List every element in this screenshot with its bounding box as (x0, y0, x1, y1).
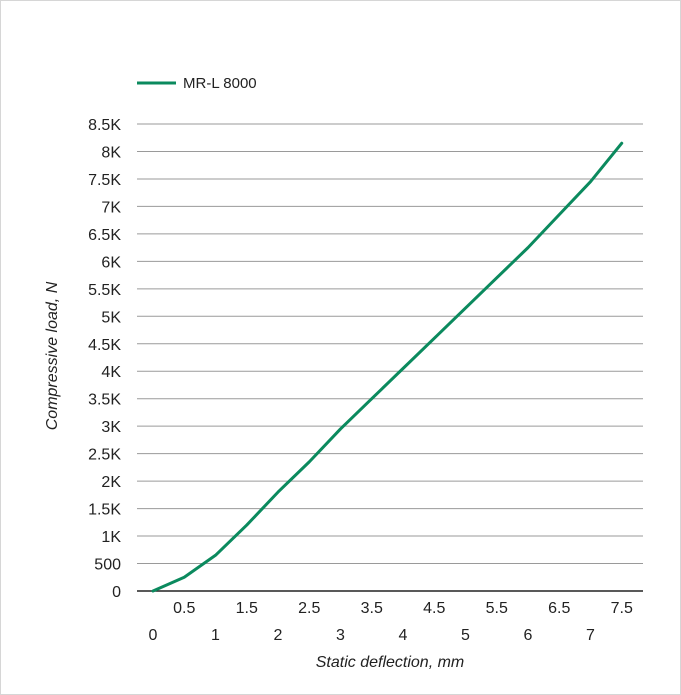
y-tick-label: 3K (101, 419, 121, 436)
y-tick-label: 500 (94, 557, 121, 574)
legend: MR-L 8000 (137, 75, 257, 92)
x-tick-label: 5.5 (486, 600, 508, 617)
x-tick-label: 1 (211, 627, 220, 644)
x-tick-label: 1.5 (236, 600, 258, 617)
x-axis-title: Static deflection, mm (316, 654, 465, 671)
y-tick-label: 3.5K (88, 392, 121, 409)
y-tick-label: 6K (101, 254, 121, 271)
y-tick-label: 8K (101, 144, 121, 161)
y-tick-label: 4.5K (88, 337, 121, 354)
x-tick-label: 2 (274, 627, 283, 644)
y-tick-label: 2.5K (88, 447, 121, 464)
y-tick-label: 0 (112, 584, 121, 601)
x-tick-label: 2.5 (298, 600, 320, 617)
x-tick-label: 3 (336, 627, 345, 644)
grid-lines (137, 123, 643, 565)
x-tick-label: 3.5 (361, 600, 383, 617)
y-tick-label: 5.5K (88, 282, 121, 299)
x-tick-label: 6 (524, 627, 533, 644)
y-tick-label: 7K (101, 199, 121, 216)
y-tick-label: 5K (101, 309, 121, 326)
series-line (151, 141, 624, 593)
legend-label: MR-L 8000 (183, 75, 257, 92)
y-tick-label: 1K (101, 529, 121, 546)
x-tick-label: 4 (399, 627, 408, 644)
x-tick-label: 6.5 (548, 600, 570, 617)
x-tick-label: 7.5 (611, 600, 633, 617)
y-tick-label: 1.5K (88, 502, 121, 519)
x-tick-label: 0 (149, 627, 158, 644)
y-axis-ticks: 0 500 1K 1.5K 2K 2.5K 3K 3.5K 4K 4.5K 5K 5.5K 6K 6.5K… (88, 117, 121, 601)
x-tick-label: 5 (461, 627, 470, 644)
x-tick-label: 0.5 (173, 600, 195, 617)
y-tick-label: 4K (101, 364, 121, 381)
x-axis-ticks: 0 0.5 1 1.5 2 2.5 3 3.5 4 4.5 5 5.5 6 6.5 7 7.5 (149, 600, 633, 644)
y-tick-label: 6.5K (88, 227, 121, 244)
y-axis-title: Compressive load, N (44, 281, 61, 430)
y-tick-label: 8.5K (88, 117, 121, 134)
y-tick-label: 2K (101, 474, 121, 491)
x-tick-label: 4.5 (423, 600, 445, 617)
x-tick-label: 7 (586, 627, 595, 644)
series-layer (151, 141, 624, 593)
y-tick-label: 7.5K (88, 172, 121, 189)
